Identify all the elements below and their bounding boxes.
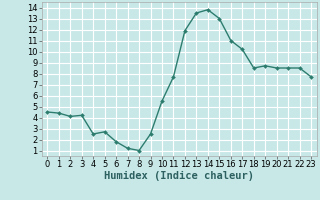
X-axis label: Humidex (Indice chaleur): Humidex (Indice chaleur) [104,171,254,181]
